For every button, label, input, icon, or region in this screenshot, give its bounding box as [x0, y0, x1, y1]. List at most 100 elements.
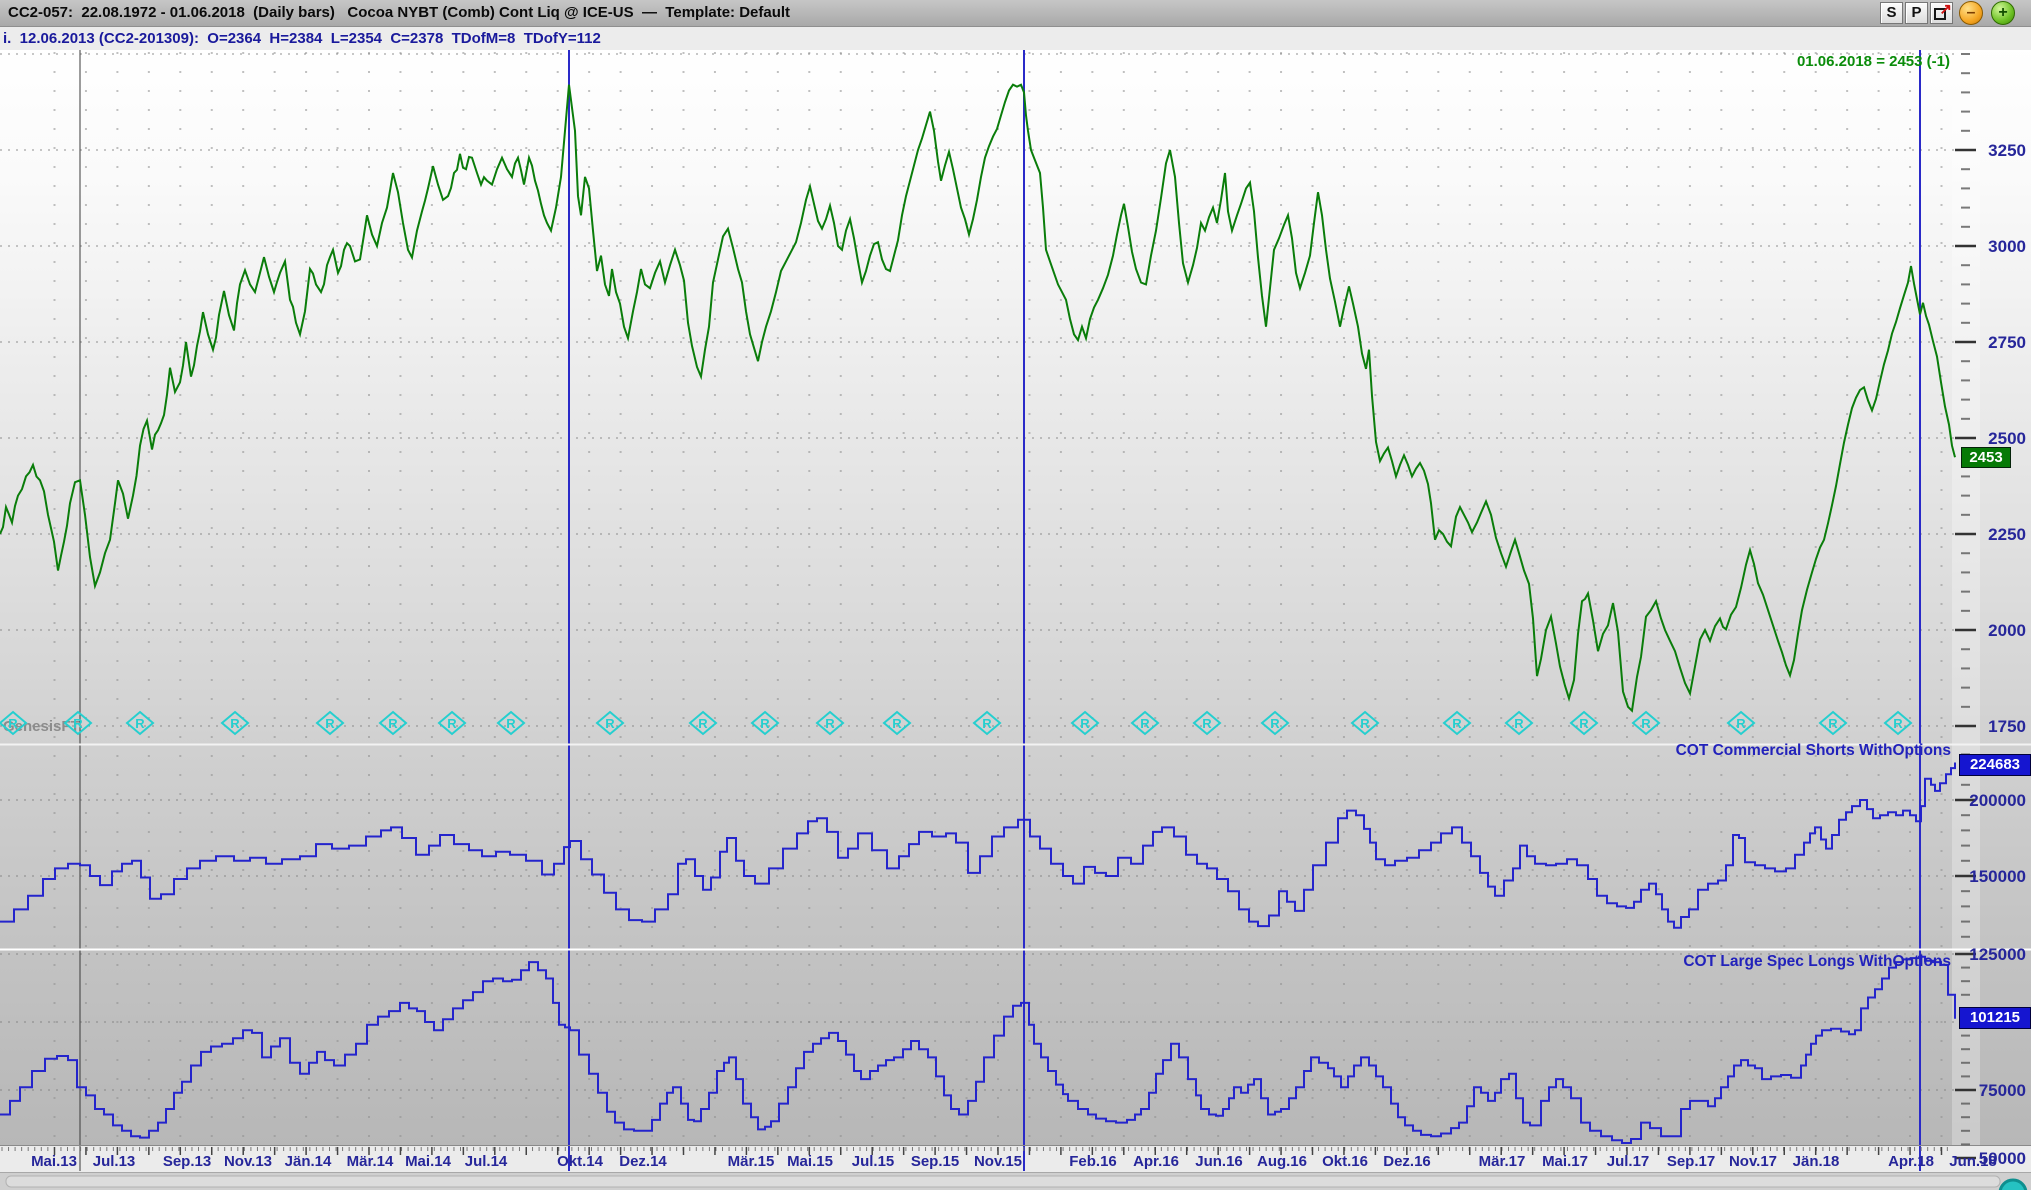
- x-axis-label: Mär.14: [347, 1153, 394, 1170]
- quote-info-text: i. 12.06.2013 (CC2-201309): O=2364 H=238…: [3, 30, 601, 47]
- rollover-r-glyph: R: [698, 716, 708, 731]
- rollover-marker: R: [1818, 710, 1848, 736]
- date-axis-strip: [0, 1145, 2031, 1172]
- x-axis-label: Aug.16: [1257, 1153, 1307, 1170]
- cursor-date-annotation: 01.06.2018 = 2453 (-1): [1796, 53, 1950, 70]
- x-axis-label: Okt.16: [1322, 1153, 1368, 1170]
- rollover-marker: R: [972, 710, 1002, 736]
- x-axis-label: Mär.15: [728, 1153, 775, 1170]
- price-cursor-badge: 2453: [1961, 447, 2011, 468]
- rollover-marker: R: [0, 710, 28, 736]
- y-axis-label: 1750: [1988, 717, 2026, 736]
- rollover-r-glyph: R: [1360, 716, 1370, 731]
- rollover-r-glyph: R: [1514, 716, 1524, 731]
- axis-tick-strip[interactable]: [1952, 50, 1980, 1146]
- x-axis-label: Jul.13: [93, 1153, 136, 1170]
- rollover-marker: R: [1442, 710, 1472, 736]
- rollover-marker: R: [688, 710, 718, 736]
- zoom-out-button[interactable]: –: [1959, 1, 1983, 25]
- rollover-marker: R: [1070, 710, 1100, 736]
- x-axis-label: Nov.13: [224, 1153, 272, 1170]
- rollover-marker: R: [1192, 710, 1222, 736]
- rollover-r-glyph: R: [760, 716, 770, 731]
- cot2-panel-title: COT Large Spec Longs WithOptions: [1683, 953, 1951, 970]
- rollover-r-glyph: R: [8, 716, 18, 731]
- y-axis-label: 3000: [1988, 237, 2026, 256]
- y-axis-label: 75000: [1979, 1081, 2026, 1100]
- x-axis-label: Okt.14: [557, 1153, 604, 1170]
- rollover-marker: R: [496, 710, 526, 736]
- rollover-r-glyph: R: [1893, 716, 1903, 731]
- rollover-marker: R: [595, 710, 625, 736]
- zoom-in-button[interactable]: +: [1991, 1, 2015, 25]
- s-button[interactable]: S: [1880, 2, 1903, 24]
- x-axis-label: Jul.17: [1607, 1153, 1650, 1170]
- rollover-r-glyph: R: [1140, 716, 1150, 731]
- rollover-marker: R: [1504, 710, 1534, 736]
- x-axis-label: Sep.13: [163, 1153, 211, 1170]
- y-axis-label: 200000: [1969, 791, 2026, 810]
- x-axis-label: Jän.14: [285, 1153, 332, 1170]
- quote-info-bar: i. 12.06.2013 (CC2-201309): O=2364 H=238…: [0, 27, 2031, 50]
- x-axis-label: Mär.17: [1479, 1153, 1526, 1170]
- x-axis-label: Sep.17: [1667, 1153, 1715, 1170]
- price-series-line: [0, 83, 1956, 713]
- chart-background: [0, 44, 2031, 1146]
- popout-icon: ↗: [1934, 1, 1952, 20]
- large-spec-longs-series-line: [0, 955, 1956, 1144]
- x-axis-label: Sep.15: [911, 1153, 959, 1170]
- horizontal-scrollbar[interactable]: [5, 1175, 2001, 1188]
- y-axis-label: 125000: [1969, 945, 2026, 964]
- cot2-cursor-badge: 101215: [1959, 1007, 2031, 1029]
- rollover-r-glyph: R: [1579, 716, 1589, 731]
- rollover-r-glyph: R: [230, 716, 240, 731]
- y-axis-label: 2250: [1988, 525, 2026, 544]
- y-axis-label: 2750: [1988, 333, 2026, 352]
- rollover-r-glyph: R: [982, 716, 992, 731]
- x-axis-label: Dez.16: [1383, 1153, 1431, 1170]
- x-axis-label: Nov.15: [974, 1153, 1022, 1170]
- rollover-marker: R: [882, 710, 912, 736]
- y-axis-label: 150000: [1969, 867, 2026, 886]
- rollover-r-glyph: R: [447, 716, 457, 731]
- rollover-marker: R: [1726, 710, 1756, 736]
- x-axis-label: Apr.16: [1133, 1153, 1179, 1170]
- window-title: CC2-057: 22.08.1972 - 01.06.2018 (Daily …: [8, 4, 791, 21]
- rollover-marker: R: [750, 710, 780, 736]
- genesisft-watermark: GenesisFT: [3, 718, 80, 735]
- x-axis-label: Dez.14: [619, 1153, 667, 1170]
- rollover-r-glyph: R: [73, 716, 83, 731]
- p-button[interactable]: P: [1905, 2, 1928, 24]
- rollover-marker: R: [220, 710, 250, 736]
- rollover-marker: R: [1350, 710, 1380, 736]
- rollover-r-glyph: R: [1270, 716, 1280, 731]
- y-axis-label: 2000: [1988, 621, 2026, 640]
- rollover-marker: R: [315, 710, 345, 736]
- x-axis-label: Mai.14: [405, 1153, 452, 1170]
- x-axis-label: Jun.16: [1195, 1153, 1243, 1170]
- cot1-cursor-badge: 224683: [1959, 754, 2031, 776]
- rollover-r-glyph: R: [1452, 716, 1462, 731]
- rollover-marker: R: [1569, 710, 1599, 736]
- popout-button[interactable]: ↗: [1930, 1, 1953, 24]
- rollover-marker: R: [1631, 710, 1661, 736]
- rollover-r-glyph: R: [825, 716, 835, 731]
- rollover-r-glyph: R: [892, 716, 902, 731]
- rollover-marker: R: [437, 710, 467, 736]
- x-axis-label: Mai.17: [1542, 1153, 1588, 1170]
- commercial-shorts-series-line: [0, 762, 1956, 929]
- rollover-r-glyph: R: [1736, 716, 1746, 731]
- cot1-panel-title: COT Commercial Shorts WithOptions: [1675, 742, 1951, 759]
- rollover-r-glyph: R: [506, 716, 516, 731]
- x-axis-label: Jul.14: [465, 1153, 508, 1170]
- rollover-r-glyph: R: [605, 716, 615, 731]
- y-axis-label: 3250: [1988, 141, 2026, 160]
- y-axis-label: 2500: [1988, 429, 2026, 448]
- rollover-marker: R: [1260, 710, 1290, 736]
- rollover-marker: R: [378, 710, 408, 736]
- x-axis-label: Jun.18: [1949, 1153, 1997, 1170]
- x-axis-label: Jän.18: [1793, 1153, 1840, 1170]
- rollover-marker: R: [1883, 710, 1913, 736]
